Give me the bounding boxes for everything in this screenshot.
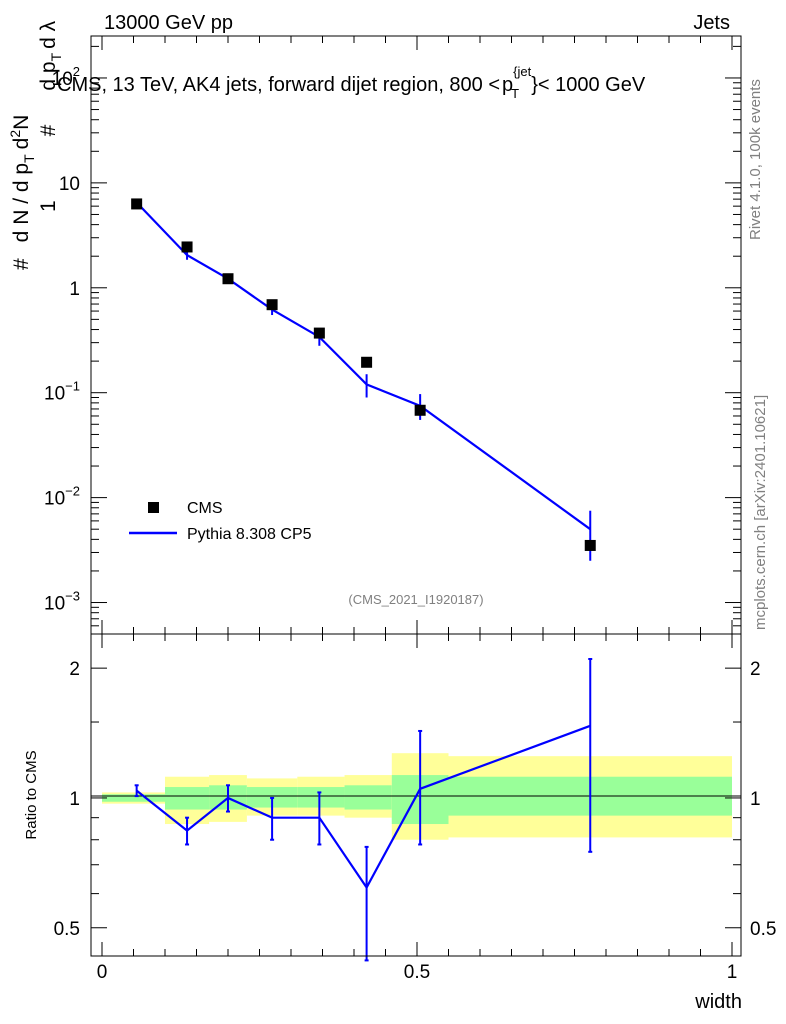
svg-text:1#d pTd λ: 1#d pTd λ [37,20,64,212]
ratio-y-tick-label-right: 2 [750,659,761,680]
ratio-data-layer [134,658,593,962]
ratio-y-tick-label-right: 0.5 [750,919,776,940]
x-tick-label: 0.5 [404,962,430,983]
main-y-tick-label: 102 [52,64,80,90]
ratio-y-tick-label: 1 [69,789,80,810]
cms-data-point [361,356,373,368]
legend: CMS Pythia 8.308 CP5 [129,500,312,543]
ratio-band-inner [165,787,210,810]
ratio-band-inner [102,794,165,802]
ratio-axis-ticks: 0.5 0.5 1 1 2 2 [54,634,776,956]
main-y-tick-label: 10−2 [44,484,80,510]
cms-data-point [313,327,325,339]
main-y-tick-label: 10 [59,174,80,195]
ratio-y-tick-label: 0.5 [54,919,80,940]
legend-cms-label: CMS [187,500,223,517]
x-tick-label: 0 [97,962,108,983]
chart-title-p: p [502,74,513,96]
x-tick-labels: 0 0.5 1 [97,962,738,983]
cms-data-point [266,299,278,311]
chart-title-sup: {jet [513,64,531,79]
cms-data-point [181,241,193,253]
pythia-line [135,201,591,531]
cms-data-point [414,404,426,416]
main-axis-ticks: 102 10 1 10−1 10−2 10−3 [44,36,741,634]
legend-cms-marker [148,502,159,513]
chart-title-sub: T [511,86,519,101]
chart-title-prefix: CMS, 13 TeV, AK4 jets, forward dijet reg… [57,74,500,96]
svg-text:#d N / d pTd2N: #d N / d pTd2N [7,115,37,270]
cms-data-point [131,198,143,210]
ratio-plot-frame [90,633,742,957]
main-plot-frame [90,35,742,635]
chart-title-suffix: }< 1000 GeV [531,74,646,96]
header-process: Jets [693,12,730,34]
main-y-tick-label: 10−1 [44,379,80,405]
main-data-layer [131,198,596,561]
ratio-y-axis-label: Ratio to CMS [23,750,40,839]
x-axis-label: width [694,991,742,1013]
x-tick-label: 1 [727,962,738,983]
header-energy: 13000 GeV pp [104,12,233,34]
main-y-tick-label: 1 [69,279,80,300]
cms-data-point [584,539,596,551]
main-plot-panel: 102 10 1 10−1 10−2 10−3 [44,35,742,635]
rivet-version-label: Rivet 4.1.0, 100k events [747,79,764,240]
chart-title: CMS, 13 TeV, AK4 jets, forward dijet reg… [57,64,646,101]
ratio-pythia-line [135,724,591,890]
ratio-band-inner [297,787,345,808]
legend-pythia-label: Pythia 8.308 CP5 [187,526,312,543]
analysis-label: (CMS_2021_I1920187) [348,592,483,607]
main-y-tick-label: 10−3 [44,589,80,615]
ratio-band-inner [344,785,392,810]
ratio-y-tick-label-right: 1 [750,789,761,810]
cms-data-point [222,273,234,285]
ratio-y-tick-label: 2 [69,659,80,680]
mcplots-label: mcplots.cern.ch [arXiv:2401.10621] [752,395,769,630]
main-y-axis-label: #d N / d pTd2N 1#d pTd λ [7,20,64,270]
ratio-plot-panel: 0.5 0.5 1 1 2 2 [54,633,776,962]
